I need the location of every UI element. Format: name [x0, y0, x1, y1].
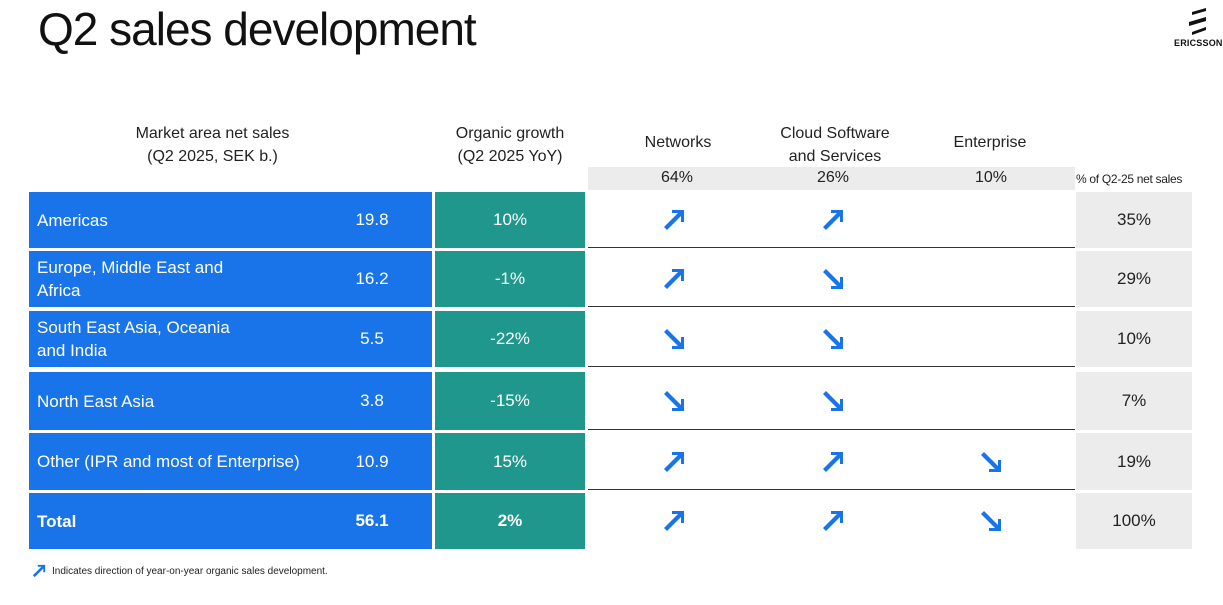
header-cloud-software: Cloud Software and Services: [780, 125, 890, 165]
region-cell: Other (IPR and most of Enterprise) 10.9: [29, 433, 432, 490]
row-divider: [588, 489, 1075, 490]
row-divider: [588, 429, 1075, 430]
ericsson-logo-icon: [1189, 8, 1206, 35]
logo-wordmark: ERICSSON: [1174, 38, 1223, 48]
region-cell: Europe, Middle East and Africa 16.2: [29, 251, 432, 307]
share-of-net-sales: 10%: [1076, 311, 1192, 367]
table-row: Europe, Middle East and Africa 16.2 -1% 29%: [0, 251, 1223, 307]
header-market-area: Market area net sales (Q2 2025, SEK b.): [135, 125, 290, 165]
footnote-text: Indicates direction of year-on-year orga…: [52, 565, 328, 577]
cloud-arrow-up-icon: [823, 451, 843, 472]
networks-arrow-down-icon: [664, 391, 684, 411]
share-of-net-sales: 100%: [1076, 493, 1192, 549]
share-note: % of Q2-25 net sales: [1076, 172, 1183, 186]
table-row: Other (IPR and most of Enterprise) 10.9 15…: [0, 433, 1223, 490]
enterprise-arrow-down-icon: [981, 511, 1001, 531]
organic-growth-value: 10%: [435, 192, 585, 248]
page-title: Q2 sales development: [38, 3, 477, 55]
share-of-net-sales: 7%: [1076, 372, 1192, 430]
header-enterprise: Enterprise: [953, 134, 1027, 151]
region-cell: Americas 19.8: [29, 192, 432, 248]
organic-growth-value: -1%: [435, 251, 585, 307]
cloud-arrow-down-icon: [823, 329, 843, 349]
region-name: Europe, Middle East and Africa: [37, 258, 224, 300]
cloud-share: 26%: [816, 169, 850, 186]
net-sales-value: 16.2: [355, 269, 389, 288]
header-organic-growth: Organic growth (Q2 2025 YoY): [455, 125, 565, 165]
table-row: Total 56.1 2% 100%: [0, 493, 1223, 549]
networks-arrow-up-icon: [664, 511, 684, 531]
region-cell: North East Asia 3.8: [29, 372, 432, 430]
networks-arrow-up-icon: [664, 451, 684, 472]
share-of-net-sales: 35%: [1076, 192, 1192, 248]
segment-share-strip: [588, 167, 1075, 190]
table-row: North East Asia 3.8 -15% 7%: [0, 372, 1223, 430]
region-name: Americas: [37, 210, 108, 230]
networks-arrow-down-icon: [664, 329, 684, 349]
net-sales-value: 3.8: [360, 391, 384, 410]
region-name: North East Asia: [37, 391, 155, 411]
region-cell: Total 56.1: [29, 493, 432, 549]
networks-share: 64%: [660, 169, 694, 186]
cloud-arrow-up-icon: [823, 210, 843, 230]
table-row: South East Asia, Oceania and India 5.5 -22…: [0, 311, 1223, 367]
organic-growth-value: 2%: [435, 493, 585, 549]
header-networks: Networks: [644, 134, 712, 151]
net-sales-value: 19.8: [355, 210, 389, 229]
region-name: Total: [37, 511, 77, 531]
table-row: Americas 19.8 10% 35%: [0, 192, 1223, 248]
net-sales-value: 56.1: [355, 511, 389, 530]
row-divider: [588, 247, 1075, 248]
cloud-arrow-down-icon: [823, 269, 843, 289]
organic-growth-value: -22%: [435, 311, 585, 367]
net-sales-value: 5.5: [360, 329, 384, 348]
networks-arrow-up-icon: [664, 269, 684, 289]
arrow-up-icon: [32, 564, 46, 578]
enterprise-share: 10%: [974, 169, 1008, 186]
cloud-arrow-up-icon: [823, 511, 843, 531]
enterprise-arrow-down-icon: [981, 451, 1001, 472]
cloud-arrow-down-icon: [823, 391, 843, 411]
networks-arrow-up-icon: [664, 210, 684, 230]
organic-growth-value: -15%: [435, 372, 585, 430]
row-divider: [588, 366, 1075, 367]
net-sales-value: 10.9: [355, 451, 389, 471]
region-cell: South East Asia, Oceania and India 5.5: [29, 311, 432, 367]
share-of-net-sales: 29%: [1076, 251, 1192, 307]
share-of-net-sales: 19%: [1076, 433, 1192, 490]
row-divider: [588, 306, 1075, 307]
region-name: Other (IPR and most of Enterprise): [37, 452, 300, 471]
organic-growth-value: 15%: [435, 433, 585, 490]
region-name: South East Asia, Oceania and India: [37, 318, 230, 360]
footnote: Indicates direction of year-on-year orga…: [31, 563, 328, 579]
